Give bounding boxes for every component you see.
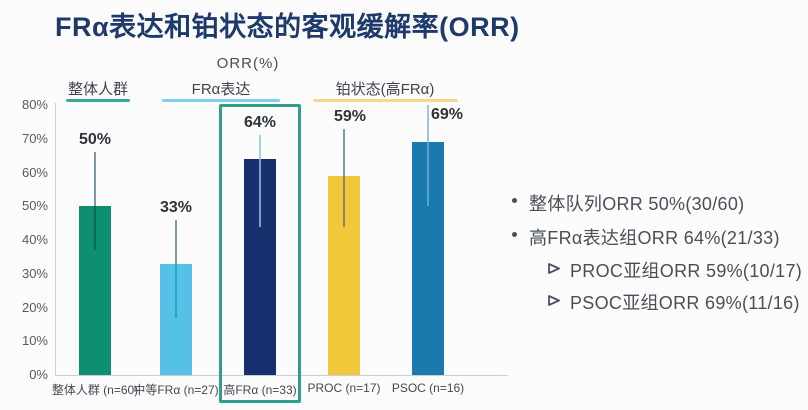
highlight-box (219, 104, 301, 403)
y-tick-label: 0% (29, 367, 48, 382)
x-axis-line (55, 375, 508, 376)
group-underline (313, 99, 458, 102)
arrowhead-icon (547, 292, 561, 313)
x-tick-label: PSOC (n=16) (391, 381, 465, 395)
error-bar-lower (259, 159, 261, 227)
error-bar-lower (343, 175, 345, 227)
error-bar-lower (175, 263, 177, 318)
x-tick-label: 中等FRα (n=27) (133, 383, 219, 397)
chart-title: FRα表达和铂状态的客观缓解率(ORR) (55, 12, 520, 42)
y-axis-title: ORR(%) (216, 55, 280, 72)
y-tick-label: 40% (21, 232, 48, 247)
error-bar-upper (343, 128, 345, 176)
x-tick-label: PROC (n=17) (307, 381, 381, 395)
bar-value-label: 59% (333, 107, 367, 125)
group-header: FRα表达 (191, 81, 251, 98)
bar-value-label: 64% (243, 114, 277, 132)
error-bar-upper (259, 135, 261, 159)
y-tick-label: 10% (21, 333, 48, 349)
error-bar-lower (427, 142, 429, 207)
group-underline (66, 99, 130, 102)
bullet-dot-icon (512, 198, 517, 203)
note-item: 整体队列ORR 50%(30/60) (512, 190, 744, 216)
bar-value-label: 50% (78, 131, 112, 149)
x-tick-label: 高FRα (n=33) (223, 383, 297, 397)
bullet-dot-icon (512, 232, 517, 237)
note-subitem: PSOC亚组ORR 69%(11/16) (547, 289, 800, 315)
note-text: 高FRα表达组ORR 64%(21/33) (529, 228, 780, 248)
y-tick-label: 80% (21, 97, 48, 112)
error-bar-upper (94, 152, 96, 207)
group-header: 铂状态(高FRα) (335, 81, 435, 98)
note-text: PROC亚组ORR 59%(10/17) (570, 261, 803, 281)
y-tick-label: 50% (21, 198, 48, 214)
bar-value-label: 33% (159, 198, 193, 216)
group-underline (162, 99, 280, 102)
x-tick-label: 整体人群 (n=60) (51, 383, 139, 397)
y-tick-label: 20% (21, 299, 48, 315)
y-tick-label: 70% (21, 130, 48, 146)
arrowhead-icon (547, 260, 561, 281)
bar-value-label: 69% (430, 106, 464, 123)
note-subitem: PROC亚组ORR 59%(10/17) (547, 257, 802, 283)
group-header: 整体人群 (67, 81, 129, 98)
note-item: 高FRα表达组ORR 64%(21/33) (512, 224, 780, 250)
note-text: 整体队列ORR 50%(30/60) (529, 194, 745, 214)
error-bar-upper (175, 219, 177, 264)
note-text: PSOC亚组ORR 69%(11/16) (570, 293, 800, 313)
error-bar-upper (427, 105, 429, 143)
y-tick-label: 30% (21, 265, 48, 281)
y-tick-label: 60% (21, 164, 48, 180)
y-axis-line (55, 103, 56, 376)
error-bar-lower (94, 206, 96, 251)
